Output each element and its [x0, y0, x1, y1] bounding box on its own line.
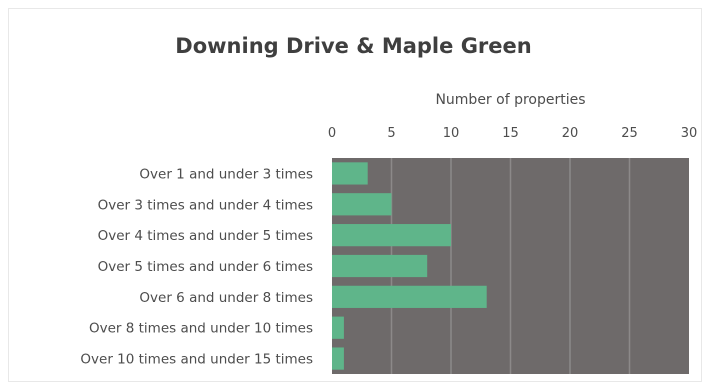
chart-title: Downing Drive & Maple Green [175, 34, 532, 58]
category-label: Over 1 and under 3 times [139, 166, 313, 182]
bar [332, 224, 451, 247]
bar [332, 316, 344, 339]
category-label: Over 5 times and under 6 times [98, 259, 313, 275]
x-tick-label: 5 [387, 126, 395, 141]
bar [332, 193, 392, 216]
x-tick-label: 25 [621, 126, 638, 141]
category-label: Over 4 times and under 5 times [98, 228, 313, 244]
category-label: Over 10 times and under 15 times [80, 352, 313, 368]
x-tick-label: 20 [562, 126, 579, 141]
bar [332, 285, 487, 308]
x-axis-title: Number of properties [435, 92, 586, 108]
bar [332, 254, 428, 278]
bars [332, 162, 487, 370]
x-tick-label: 0 [328, 126, 336, 141]
x-axis-ticks: 0 5 10 15 20 25 30 [328, 126, 697, 141]
category-label: Over 6 and under 8 times [139, 290, 313, 306]
category-label: Over 8 times and under 10 times [89, 321, 313, 337]
bar [332, 347, 344, 370]
category-labels: Over 1 and under 3 times Over 3 times and… [80, 166, 313, 367]
x-tick-label: 15 [502, 126, 519, 141]
category-label: Over 3 times and under 4 times [98, 197, 313, 213]
bar [332, 162, 368, 185]
x-tick-label: 10 [443, 126, 460, 141]
x-tick-label: 30 [681, 126, 698, 141]
